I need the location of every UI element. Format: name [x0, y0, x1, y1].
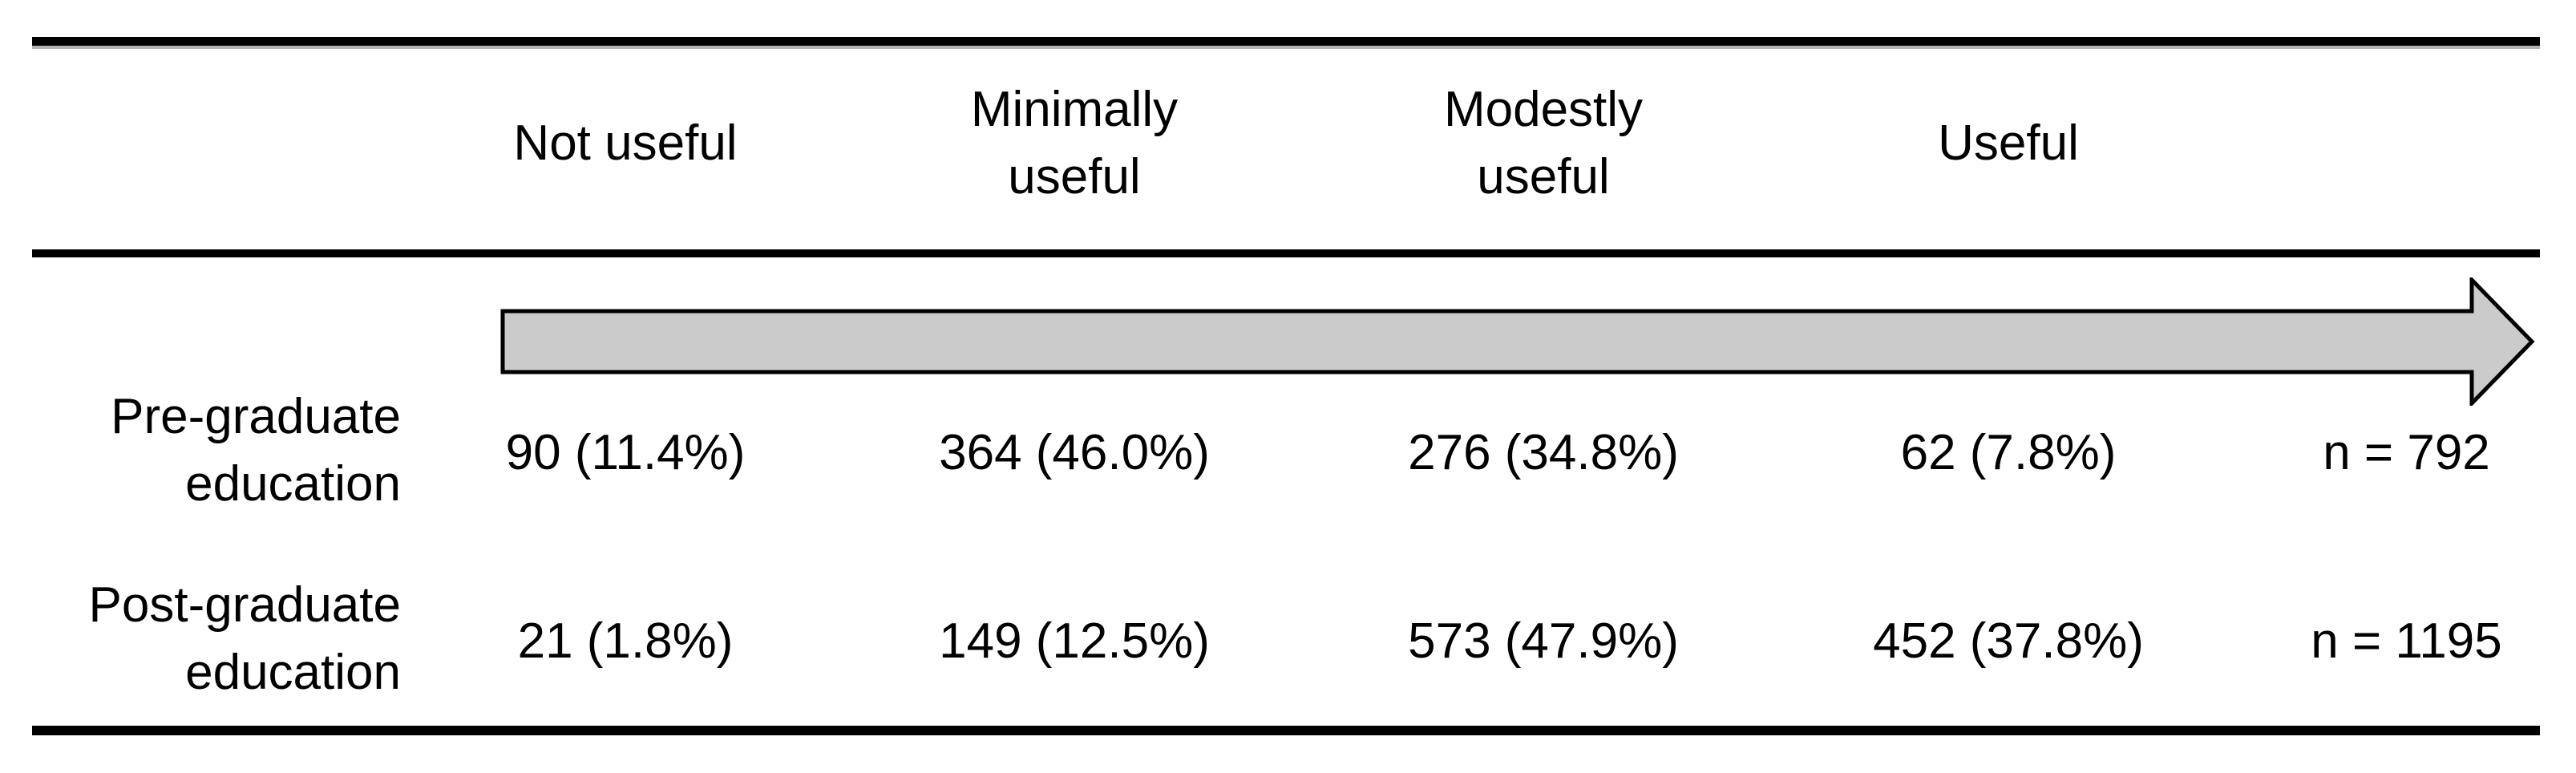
header-line: useful [1008, 149, 1141, 204]
row-label-line: education [185, 645, 401, 700]
cell-pre-not-useful: 90 (11.4%) [505, 425, 746, 480]
header-line: Useful [1938, 115, 2079, 171]
cell-post-modestly-useful: 573 (47.9%) [1408, 613, 1679, 669]
row-label-line: Pre-graduate [111, 389, 401, 444]
header-line: Not useful [513, 115, 738, 171]
cell-post-minimally-useful: 149 (12.5%) [939, 613, 1210, 669]
cell-pre-n-total: n = 792 [2323, 425, 2490, 480]
right-arrow-icon [500, 277, 2535, 406]
column-header-minimally-useful: Minimally useful [866, 76, 1283, 211]
column-header-not-useful: Not useful [417, 76, 834, 211]
cell-post-useful: 452 (37.8%) [1873, 613, 2144, 669]
right-arrow-shape [500, 277, 2535, 406]
header-line: useful [1477, 149, 1610, 204]
cell-pre-modestly-useful: 276 (34.8%) [1408, 425, 1679, 480]
column-header-modestly-useful: Modestly useful [1335, 76, 1752, 211]
row-label-pre-graduate: Pre-graduate education [0, 383, 401, 518]
cell-pre-minimally-useful: 364 (46.0%) [939, 425, 1210, 480]
bottom-rule [32, 726, 2540, 735]
cell-post-not-useful: 21 (1.8%) [517, 613, 734, 669]
row-label-post-graduate: Post-graduate education [0, 572, 401, 706]
row-label-line: education [185, 456, 401, 512]
row-label-line: Post-graduate [88, 577, 401, 633]
cell-post-n-total: n = 1195 [2311, 613, 2502, 669]
cell-pre-useful: 62 (7.8%) [1900, 425, 2117, 480]
header-line: Minimally [970, 82, 1179, 137]
column-header-useful: Useful [1800, 76, 2217, 211]
header-line: Modestly [1443, 82, 1644, 137]
header-divider-rule [32, 249, 2540, 257]
top-rule [32, 37, 2540, 46]
top-rule-shadow [32, 46, 2540, 49]
